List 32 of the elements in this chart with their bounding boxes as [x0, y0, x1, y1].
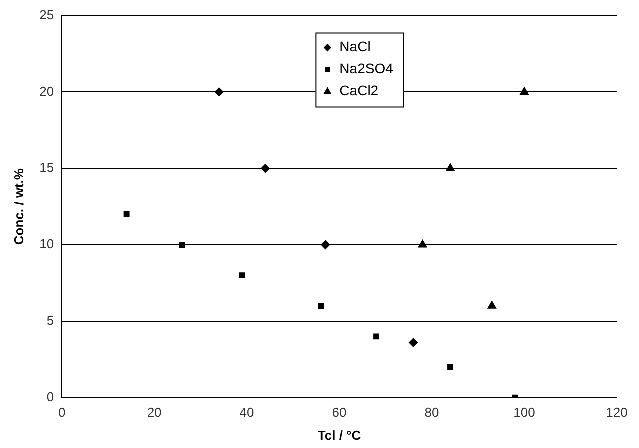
point: [488, 301, 497, 309]
point: [318, 303, 324, 310]
legend-label: NaCl: [340, 38, 371, 55]
point: [321, 240, 330, 250]
point: [261, 164, 270, 174]
point: [409, 338, 418, 348]
x-tick-label: 60: [332, 405, 347, 420]
legend-label: Na2SO4: [340, 60, 394, 77]
point: [520, 87, 529, 95]
point: [448, 364, 454, 370]
y-tick-label: 5: [46, 312, 54, 328]
point: [179, 242, 186, 248]
y-tick-label: 25: [40, 7, 54, 22]
x-axis-title: Tcl / °C: [318, 428, 362, 443]
y-axis-title: Conc. / wt.%: [11, 168, 26, 246]
legend-label: CaCl2: [340, 82, 379, 99]
x-tick-label: 20: [147, 405, 162, 420]
point: [239, 272, 246, 279]
point: [124, 211, 130, 218]
point: [446, 164, 455, 172]
point: [374, 334, 380, 340]
y-tick-label: 10: [40, 236, 54, 252]
y-tick-label: 0: [46, 389, 54, 404]
x-tick-label: 120: [606, 405, 628, 420]
x-tick-label: 100: [514, 405, 536, 420]
point: [418, 240, 428, 248]
x-tick-label: 40: [240, 405, 254, 420]
x-tick-label: 80: [424, 405, 440, 420]
x-tick-label: 0: [58, 405, 66, 420]
y-tick-label: 20: [40, 84, 54, 99]
y-tick-label: 15: [40, 160, 54, 176]
point: [214, 88, 224, 97]
